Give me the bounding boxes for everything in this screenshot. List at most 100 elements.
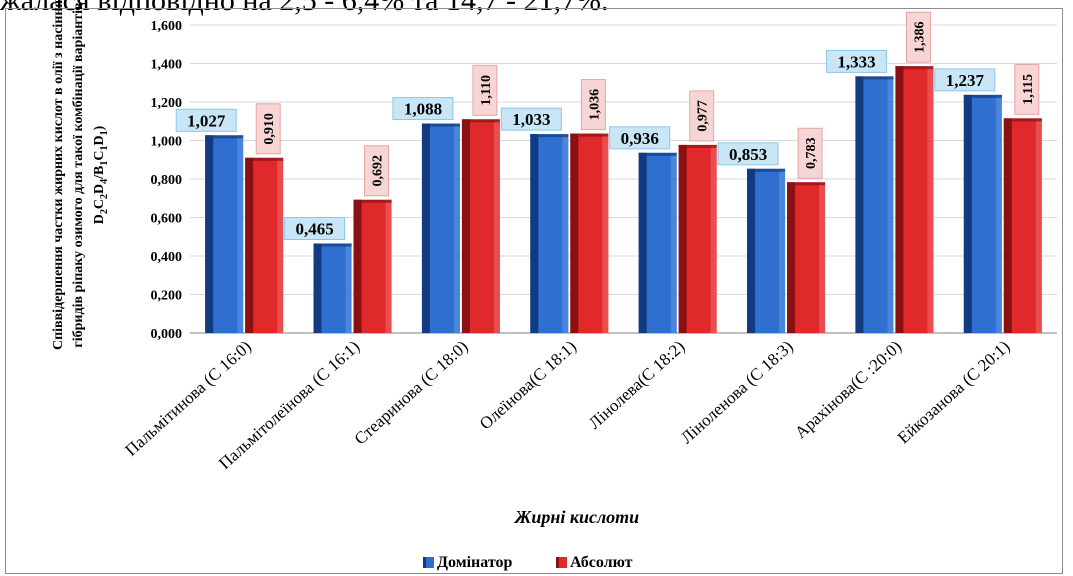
bar-shade xyxy=(570,133,579,333)
y-tick-label: 1,400 xyxy=(151,58,183,73)
bar-highlight xyxy=(927,66,934,333)
bar-top xyxy=(530,134,569,138)
y-tick-labels: 0,000 0,200 0,400 0,600 0,800 1,000 1,200 1,400… xyxy=(151,19,183,342)
bar-shade xyxy=(313,243,322,333)
data-label-box-dominator xyxy=(717,142,779,166)
y-axis-title-line-2: гібридів ріпаку озимого для такої комбін… xyxy=(71,2,86,348)
bar-top xyxy=(245,157,284,161)
x-tick-label: Ейкозанова (С 20:1) xyxy=(894,337,1014,447)
bar-shade xyxy=(1003,118,1012,333)
bar-shade xyxy=(963,94,972,333)
data-label-absolut: 1,115 xyxy=(1021,74,1036,105)
bar-dominator xyxy=(855,76,894,334)
bar-highlight xyxy=(710,144,717,333)
bar-highlight xyxy=(345,243,352,333)
data-label-box-absolut xyxy=(472,64,498,116)
data-label-dominator: 1,027 xyxy=(187,111,226,130)
data-label-dominator: 0,936 xyxy=(621,129,659,148)
bar-top xyxy=(787,182,826,186)
data-label-absolut: 1,110 xyxy=(479,75,494,106)
y-axis-title-line-3: D2C2D4/B1C1D1) xyxy=(92,125,110,224)
bar-highlight xyxy=(670,152,677,333)
bar-top xyxy=(421,123,460,127)
bar-top xyxy=(895,66,934,70)
data-labels: 1,027 0,910 0,465 0,692 1,088 1,110 1,033 1,036… xyxy=(175,11,1040,240)
data-label-box-absolut xyxy=(1014,63,1040,115)
y-tick-label: 1,200 xyxy=(151,96,183,111)
y-tick-label: 0,800 xyxy=(151,173,183,188)
data-label-absolut: 1,386 xyxy=(912,21,927,53)
bar-absolut xyxy=(461,119,500,333)
chart-frame xyxy=(5,8,1063,574)
bar-top xyxy=(1003,118,1042,122)
legend-label-dominator: Домінатор xyxy=(437,554,513,571)
data-label-absolut: 0,977 xyxy=(696,100,711,131)
data-label-box-absolut xyxy=(255,103,281,155)
bar-dominator xyxy=(421,123,460,333)
category-labels: Пальмітинова (С 16:0)Пальмітолеїнова (С … xyxy=(121,337,1013,473)
x-tick-label: Олеїнова(С 18:1) xyxy=(476,337,580,433)
bar-shade xyxy=(678,144,687,333)
data-label-absolut: 0,692 xyxy=(371,155,386,187)
bar-absolut xyxy=(787,182,826,333)
bars xyxy=(205,66,1042,334)
bar-dominator xyxy=(313,243,352,333)
bar-highlight xyxy=(819,182,826,333)
x-tick-label: Стеаринова (С 18:0) xyxy=(351,337,472,449)
bar-highlight xyxy=(385,199,392,333)
bar-top xyxy=(678,144,717,148)
bar-absolut xyxy=(678,144,717,333)
bar-shade xyxy=(245,157,254,333)
bar-highlight xyxy=(562,134,569,333)
legend-swatch-absolut-shade xyxy=(556,557,559,568)
bar-shade xyxy=(855,76,864,334)
data-label-box-dominator xyxy=(500,107,562,131)
data-label-box-absolut xyxy=(797,127,823,179)
bar-shade xyxy=(895,66,904,333)
bar-highlight xyxy=(493,119,500,333)
bar-top xyxy=(313,243,352,247)
legend-item-absolut: Абсолют xyxy=(556,554,633,571)
data-label-box-absolut xyxy=(905,11,931,63)
data-label-box-absolut xyxy=(364,145,390,197)
data-label-absolut: 1,036 xyxy=(587,89,602,121)
data-label-box-absolut xyxy=(580,79,606,131)
bar-dominator xyxy=(530,134,569,333)
data-label-dominator: 0,465 xyxy=(295,219,333,238)
bar-top xyxy=(461,119,500,123)
bar-absolut xyxy=(570,133,609,333)
bar-shade xyxy=(747,168,756,333)
legend-label-absolut: Абсолют xyxy=(570,554,633,571)
data-label-dominator: 1,237 xyxy=(946,71,985,90)
bar-highlight xyxy=(779,168,786,333)
bar-dominator xyxy=(205,135,244,333)
bar-shade xyxy=(205,135,214,333)
bar-top xyxy=(855,76,894,80)
bar-shade xyxy=(353,199,362,333)
bar-dominator xyxy=(638,152,677,333)
data-label-dominator: 1,033 xyxy=(512,110,550,129)
bar-top xyxy=(205,135,244,139)
bar-absolut xyxy=(245,157,284,333)
data-label-box-absolut xyxy=(689,90,715,142)
bar-absolut xyxy=(353,199,392,333)
y-tick-label: 0,200 xyxy=(151,289,183,304)
bar-highlight xyxy=(1035,118,1042,333)
data-label-box-dominator xyxy=(175,108,237,132)
data-label-dominator: 0,853 xyxy=(729,145,767,164)
data-label-absolut: 0,910 xyxy=(262,113,277,145)
bar-absolut xyxy=(895,66,934,333)
bar-highlight xyxy=(887,76,894,334)
bar-shade xyxy=(421,123,430,333)
bar-highlight xyxy=(277,157,284,333)
x-tick-label: Лінолева(С 18:2) xyxy=(585,337,688,433)
x-tick-label: Арахінова(С :20:0) xyxy=(791,337,905,442)
bar-highlight xyxy=(453,123,460,333)
legend-swatch-dominator-shade xyxy=(423,557,426,568)
bar-highlight xyxy=(995,94,1002,333)
legend-swatch-absolut xyxy=(556,557,567,568)
data-label-box-dominator xyxy=(609,126,671,150)
data-label-box-dominator xyxy=(392,97,454,121)
bar-top xyxy=(747,168,786,172)
